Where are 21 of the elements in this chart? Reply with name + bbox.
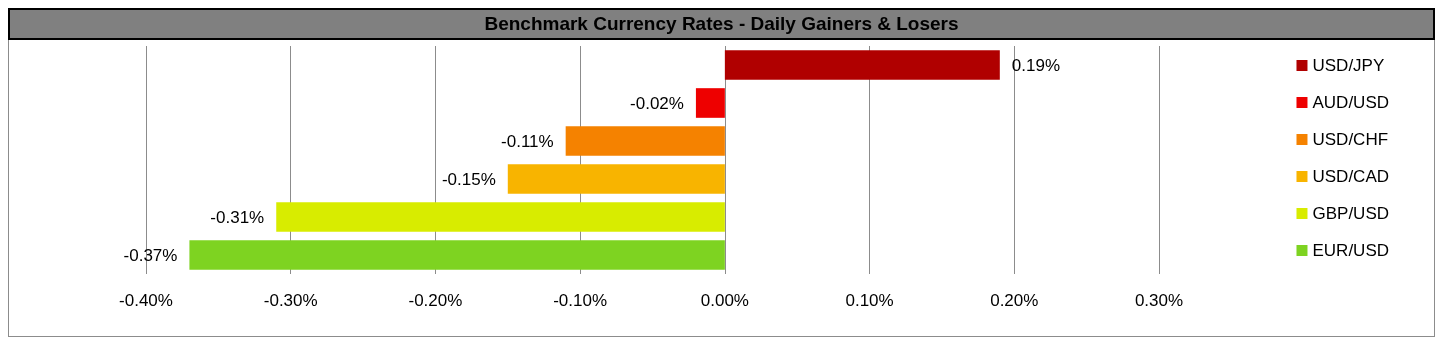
legend-label: EUR/USD — [1312, 241, 1389, 260]
x-tick-label: -0.10% — [553, 291, 608, 310]
data-label: -0.02% — [630, 93, 684, 113]
legend-label: GBP/USD — [1312, 204, 1390, 223]
x-tick-label: -0.40% — [119, 291, 173, 310]
x-tick-label: 0.30% — [1134, 291, 1184, 310]
legend-label: USD/CHF — [1312, 130, 1389, 149]
legend-label: AUD/USD — [1312, 93, 1389, 112]
data-label: -0.15% — [441, 169, 496, 189]
data-label: 0.19% — [1011, 55, 1061, 75]
x-tick-label: -0.30% — [263, 291, 318, 310]
x-tick-label: 0.00% — [700, 291, 749, 310]
data-label: -0.37% — [123, 245, 178, 265]
chart-title: Benchmark Currency Rates - Daily Gainers & Losers — [8, 8, 1435, 40]
x-tick-label: -0.20% — [408, 291, 463, 310]
x-tick-label: 0.20% — [990, 291, 1039, 310]
data-label: -0.31% — [210, 207, 265, 227]
legend-label: USD/CAD — [1312, 167, 1389, 186]
data-label: -0.11% — [501, 131, 554, 151]
legend-label: USD/JPY — [1312, 56, 1385, 75]
x-tick-label: 0.10% — [845, 291, 894, 310]
